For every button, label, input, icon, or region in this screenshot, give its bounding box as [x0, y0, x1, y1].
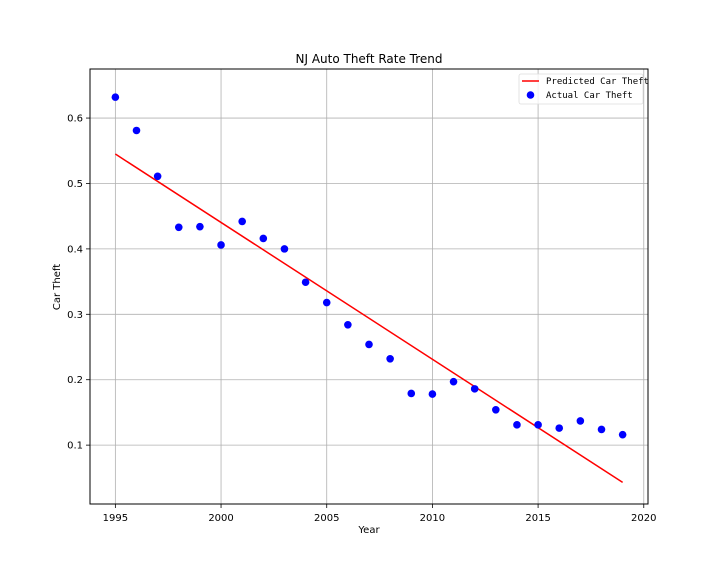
- grid: [90, 69, 648, 504]
- actual-data-point: [428, 390, 437, 398]
- actual-data-point: [386, 354, 394, 363]
- actual-data-point: [407, 389, 416, 398]
- legend-marker-swatch: [526, 91, 535, 99]
- actual-data-point: [238, 217, 246, 226]
- x-tick-label: 1995: [103, 513, 128, 524]
- actual-data-point: [534, 421, 542, 429]
- actual-data-point: [597, 425, 606, 434]
- axes-frame: [89, 68, 649, 505]
- x-tick-label: 2020: [631, 513, 656, 524]
- y-tick-label: 0.6: [67, 114, 83, 125]
- actual-data-point: [259, 234, 268, 243]
- actual-data-point: [618, 430, 627, 439]
- ticks: 1995 2000 2005 2010 2015 2020 0.1 0.2 0.3 0.4 0.5 0…: [67, 114, 656, 524]
- y-tick-label: 0.3: [67, 310, 83, 321]
- actual-data-point: [470, 385, 479, 393]
- actual-data-point: [555, 424, 564, 432]
- y-tick-label: 0.5: [67, 179, 83, 190]
- x-tick-label: 2015: [525, 513, 550, 524]
- actual-data-point: [153, 172, 162, 181]
- actual-data-point: [344, 320, 352, 329]
- y-axis-label: Car Theft: [52, 264, 63, 310]
- actual-data-point: [174, 223, 183, 232]
- legend-label: Predicted Car Theft: [546, 77, 649, 87]
- actual-data-point: [492, 406, 500, 414]
- actual-data-point: [196, 222, 204, 231]
- y-tick-label: 0.1: [67, 441, 83, 452]
- x-tick-label: 2000: [208, 513, 233, 524]
- y-tick-label: 0.4: [67, 244, 83, 255]
- actual-data-point: [322, 298, 331, 307]
- chart-title: NJ Auto Theft Rate Trend: [295, 52, 442, 66]
- x-axis-label: Year: [357, 525, 380, 536]
- actual-data-point: [365, 340, 373, 349]
- actual-data-point: [576, 417, 585, 425]
- legend-box: [518, 73, 644, 105]
- x-tick-label: 2005: [314, 513, 339, 524]
- actual-data-point: [132, 126, 141, 135]
- actual-data-point: [301, 278, 310, 287]
- actual-data-point: [280, 245, 289, 253]
- actual-data-point: [449, 377, 458, 386]
- actual-data-point: [513, 421, 521, 429]
- legend: Predicted Car Theft Actual Car Theft: [518, 73, 649, 105]
- x-tick-label: 2010: [420, 513, 445, 524]
- actual-data-point: [111, 93, 120, 101]
- legend-label: Actual Car Theft: [546, 91, 633, 101]
- predicted-trend-line: [114, 153, 624, 484]
- y-tick-label: 0.2: [67, 375, 83, 386]
- plot-area: [111, 93, 627, 484]
- actual-data-point: [217, 241, 225, 249]
